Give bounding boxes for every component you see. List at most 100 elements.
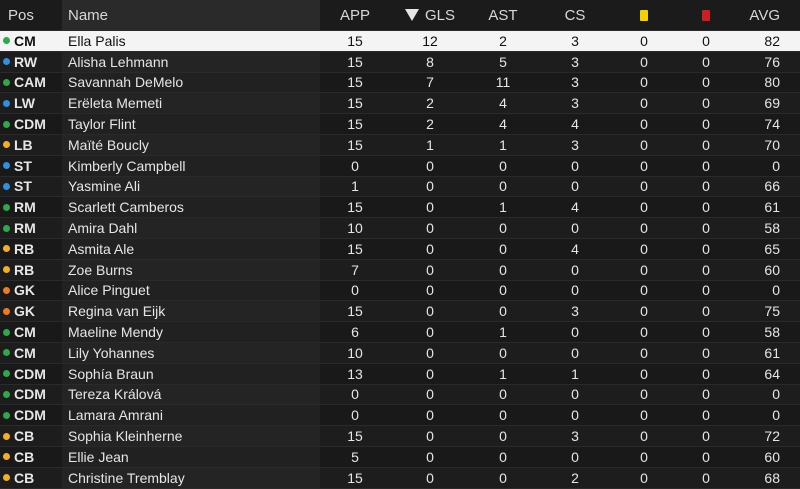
- column-header-name-label: Name: [68, 6, 109, 24]
- assists-cell: 0: [499, 386, 507, 403]
- appearances-cell: 15: [347, 95, 363, 112]
- average-rating-cell: 75: [764, 303, 780, 320]
- yellow-cards-cell: 0: [640, 469, 648, 486]
- table-row[interactable]: CDM Lamara Amrani 0 0 0 0 0 0 0: [0, 405, 800, 427]
- position-group-dot-icon: [3, 162, 10, 170]
- name-column-header-bg: [62, 0, 320, 30]
- red-cards-cell: 0: [702, 220, 710, 237]
- red-cards-cell: 0: [702, 74, 710, 91]
- table-row[interactable]: LW Erëleta Memeti 15 2 4 3 0 0 69: [0, 93, 800, 115]
- column-header-name[interactable]: Name: [68, 0, 318, 30]
- table-row[interactable]: CAM Savannah DeMelo 15 7 11 3 0 0 80: [0, 72, 800, 94]
- pos-cell: CB: [14, 448, 35, 465]
- table-row[interactable]: GK Regina van Eijk 15 0 0 3 0 0 75: [0, 301, 800, 323]
- yellow-cards-cell: 0: [640, 178, 648, 195]
- clean-sheets-cell: 3: [571, 74, 579, 91]
- table-row[interactable]: CDM Taylor Flint 15 2 4 4 0 0 74: [0, 114, 800, 135]
- assists-cell: 0: [499, 157, 507, 174]
- name-cell: Asmita Ale: [68, 240, 135, 257]
- average-rating-cell: 60: [764, 261, 780, 278]
- appearances-cell: 13: [347, 365, 363, 382]
- table-row[interactable]: RM Amira Dahl 10 0 0 0 0 0 58: [0, 218, 800, 239]
- goals-cell: 0: [426, 386, 434, 403]
- pos-cell: CDM: [14, 386, 46, 403]
- name-cell: Savannah DeMelo: [68, 74, 184, 91]
- column-header-pos[interactable]: Pos: [8, 0, 48, 30]
- assists-cell: 0: [499, 220, 507, 237]
- column-header-avg[interactable]: AVG: [736, 0, 800, 30]
- pos-cell: CDM: [14, 365, 46, 382]
- table-row[interactable]: ST Kimberly Campbell 0 0 0 0 0 0 0: [0, 155, 800, 177]
- appearances-cell: 15: [347, 116, 363, 133]
- table-row[interactable]: CB Christine Tremblay 15 0 0 2 0 0 68: [0, 467, 800, 489]
- table-row[interactable]: GK Alice Pinguet 0 0 0 0 0 0 0: [0, 280, 800, 302]
- average-rating-cell: 74: [764, 116, 780, 133]
- clean-sheets-cell: 3: [571, 136, 579, 153]
- name-cell: Yasmine Ali: [68, 178, 141, 195]
- red-cards-cell: 0: [702, 428, 710, 445]
- name-cell: Regina van Eijk: [68, 303, 166, 320]
- clean-sheets-cell: 0: [571, 220, 579, 237]
- appearances-cell: 15: [347, 469, 363, 486]
- yellow-cards-cell: 0: [640, 136, 648, 153]
- table-row[interactable]: CM Lily Yohannes 10 0 0 0 0 0 61: [0, 342, 800, 364]
- clean-sheets-cell: 3: [571, 428, 579, 445]
- column-header-ast[interactable]: AST: [468, 0, 538, 30]
- table-row[interactable]: CDM Sophía Braun 13 0 1 1 0 0 64: [0, 363, 800, 385]
- goals-cell: 0: [426, 282, 434, 299]
- pos-cell: RB: [14, 240, 35, 257]
- table-row[interactable]: CDM Tereza Králová 0 0 0 0 0 0 0: [0, 384, 800, 406]
- column-header-cs-label: CS: [564, 6, 586, 24]
- name-cell: Tereza Králová: [68, 386, 162, 403]
- yellow-cards-cell: 0: [640, 261, 648, 278]
- average-rating-cell: 69: [764, 95, 780, 112]
- table-row[interactable]: RM Scarlett Camberos 15 0 1 4 0 0 61: [0, 197, 800, 219]
- assists-cell: 0: [499, 261, 507, 278]
- clean-sheets-cell: 0: [571, 344, 579, 361]
- pos-cell: LB: [14, 136, 33, 153]
- goals-cell: 1: [426, 136, 434, 153]
- column-header-red-cards[interactable]: [676, 0, 736, 30]
- name-cell: Amira Dahl: [68, 220, 138, 237]
- goals-cell: 0: [426, 157, 434, 174]
- goals-cell: 0: [426, 240, 434, 257]
- assists-cell: 0: [499, 282, 507, 299]
- table-row[interactable]: ST Yasmine Ali 1 0 0 0 0 0 66: [0, 176, 800, 198]
- pos-cell: CB: [14, 428, 35, 445]
- average-rating-cell: 60: [764, 448, 780, 465]
- table-row[interactable]: RW Alisha Lehmann 15 8 5 3 0 0 76: [0, 51, 800, 73]
- assists-cell: 0: [499, 344, 507, 361]
- assists-cell: 0: [499, 407, 507, 424]
- name-cell: Sophia Kleinherne: [68, 428, 183, 445]
- column-header-yellow-cards[interactable]: [612, 0, 676, 30]
- table-row[interactable]: CB Sophia Kleinherne 15 0 0 3 0 0 72: [0, 426, 800, 447]
- sort-descending-icon: [404, 9, 419, 21]
- clean-sheets-cell: 0: [571, 261, 579, 278]
- pos-cell: CM: [14, 324, 36, 341]
- table-row[interactable]: RB Zoe Burns 7 0 0 0 0 0 60: [0, 259, 800, 281]
- average-rating-cell: 76: [764, 53, 780, 70]
- column-header-gls[interactable]: GLS: [390, 0, 470, 30]
- column-header-pos-label: Pos: [8, 6, 34, 24]
- table-row[interactable]: CM Maeline Mendy 6 0 1 0 0 0 58: [0, 322, 800, 343]
- yellow-cards-cell: 0: [640, 95, 648, 112]
- column-header-app[interactable]: APP: [325, 0, 385, 30]
- assists-cell: 0: [499, 469, 507, 486]
- table-row[interactable]: CB Ellie Jean 5 0 0 0 0 0 60: [0, 446, 800, 468]
- goals-cell: 0: [426, 178, 434, 195]
- table-row[interactable]: RB Asmita Ale 15 0 0 4 0 0 65: [0, 238, 800, 260]
- appearances-cell: 0: [351, 282, 359, 299]
- assists-cell: 0: [499, 448, 507, 465]
- red-cards-cell: 0: [702, 407, 710, 424]
- appearances-cell: 7: [351, 261, 359, 278]
- position-group-dot-icon: [3, 286, 10, 294]
- column-header-cs[interactable]: CS: [540, 0, 610, 30]
- table-row[interactable]: CM Ella Palis 15 12 2 3 0 0 82: [0, 31, 800, 52]
- table-row[interactable]: LB Maïté Boucly 15 1 1 3 0 0 70: [0, 134, 800, 156]
- name-cell: Lily Yohannes: [68, 344, 155, 361]
- column-header-gls-label: GLS: [424, 6, 455, 24]
- average-rating-cell: 58: [764, 220, 780, 237]
- yellow-cards-cell: 0: [640, 407, 648, 424]
- red-cards-cell: 0: [702, 282, 710, 299]
- average-rating-cell: 0: [772, 386, 780, 403]
